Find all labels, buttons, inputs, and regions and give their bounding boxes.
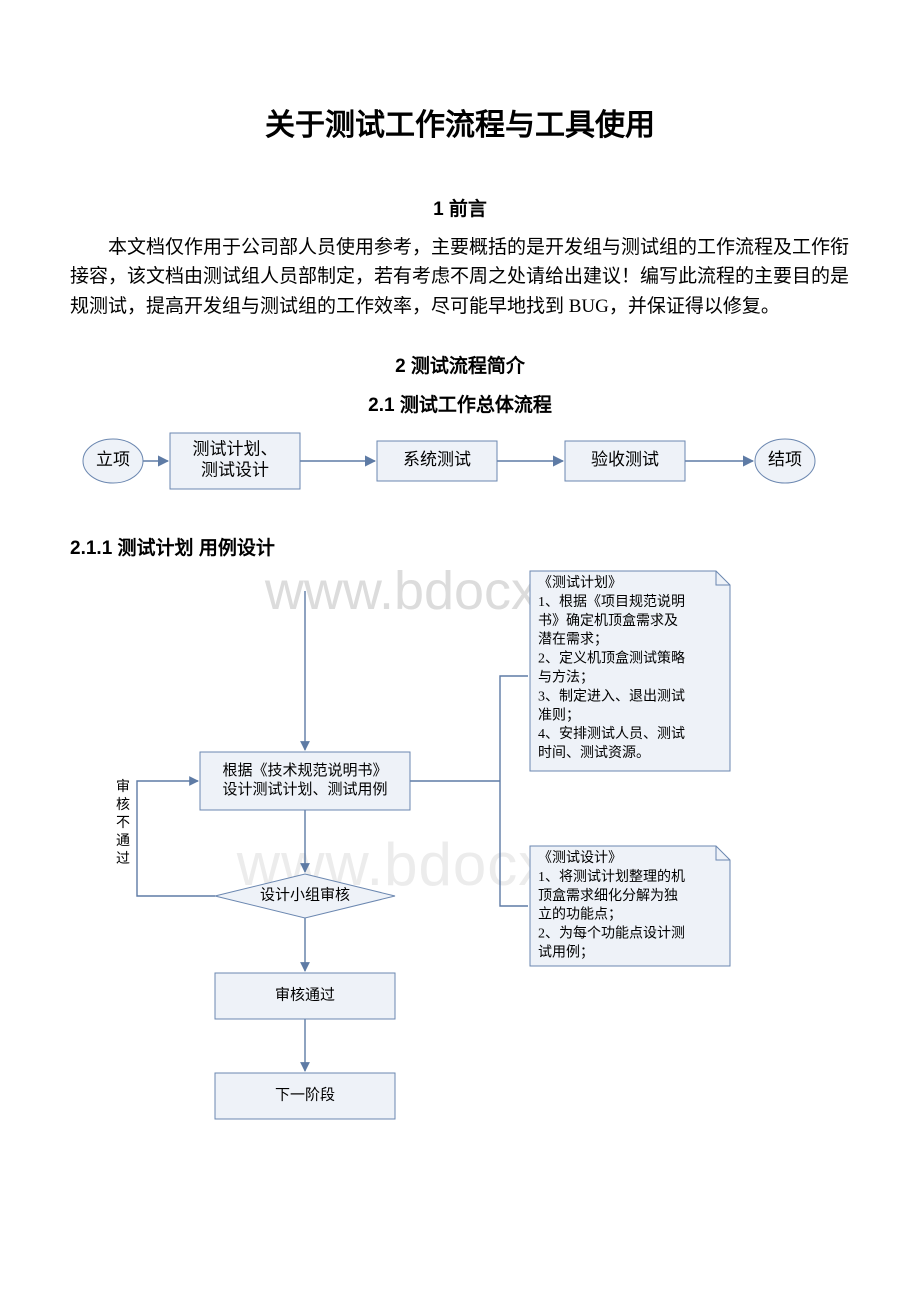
section-1-heading: 1 前言 <box>70 194 850 221</box>
svg-text:与方法；: 与方法； <box>538 670 594 686</box>
section-2-heading: 2 测试流程简介 <box>70 351 850 378</box>
svg-text:审: 审 <box>116 779 130 795</box>
svg-text:验收测试: 验收测试 <box>591 450 659 469</box>
svg-text:过: 过 <box>116 851 130 867</box>
svg-text:审核通过: 审核通过 <box>275 987 335 1004</box>
svg-text:核: 核 <box>116 797 130 813</box>
svg-text:结项: 结项 <box>768 450 802 469</box>
svg-text:潜在需求；: 潜在需求； <box>538 632 608 648</box>
svg-text:《测试计划》: 《测试计划》 <box>538 575 622 591</box>
svg-text:1、根据《项目规范说明: 1、根据《项目规范说明 <box>538 593 685 610</box>
flowchart-detail: 审核不通过 根据《技术规范说明书》设计测试计划、测试用例设计小组审核审核通过下一阶… <box>75 566 845 1126</box>
flowchart-overall: 立项 测试计划、测试设计 系统测试 验收测试 结项 <box>75 425 845 515</box>
svg-text:根据《技术规范说明书》: 根据《技术规范说明书》 <box>222 762 387 779</box>
svg-text:时间、测试资源。: 时间、测试资源。 <box>538 745 650 761</box>
svg-text:2、为每个功能点设计测: 2、为每个功能点设计测 <box>538 926 685 942</box>
svg-text:测试计划、: 测试计划、 <box>193 440 278 459</box>
section-2-1-heading: 2.1 测试工作总体流程 <box>70 390 850 417</box>
flowchart-overall-svg: 立项 测试计划、测试设计 系统测试 验收测试 结项 <box>75 425 835 505</box>
svg-text:准则；: 准则； <box>538 708 580 724</box>
svg-text:不: 不 <box>116 816 130 831</box>
svg-text:下一阶段: 下一阶段 <box>275 1087 335 1104</box>
svg-text:设计测试计划、测试用例: 设计测试计划、测试用例 <box>222 781 387 798</box>
svg-text:顶盒需求细化分解为独: 顶盒需求细化分解为独 <box>538 887 678 904</box>
flowchart-detail-svg: 审核不通过 根据《技术规范说明书》设计测试计划、测试用例设计小组审核审核通过下一阶… <box>75 566 835 1126</box>
svg-text:设计小组审核: 设计小组审核 <box>260 887 350 904</box>
svg-text:1、将测试计划整理的机: 1、将测试计划整理的机 <box>538 869 685 885</box>
page-title: 关于测试工作流程与工具使用 <box>70 100 850 144</box>
svg-text:立的功能点；: 立的功能点； <box>538 907 622 923</box>
svg-text:测试设计: 测试设计 <box>201 461 269 480</box>
svg-text:3、制定进入、退出测试: 3、制定进入、退出测试 <box>538 689 685 705</box>
svg-text:2、定义机顶盒测试策略: 2、定义机顶盒测试策略 <box>538 650 685 667</box>
svg-text:通: 通 <box>116 833 130 849</box>
section-1-body: 本文档仅作用于公司部人员使用参考，主要概括的是开发组与测试组的工作流程及工作衔接… <box>70 233 850 321</box>
section-2-1-1-heading: 2.1.1 测试计划 用例设计 <box>70 533 850 560</box>
svg-text:试用例；: 试用例； <box>538 945 594 961</box>
svg-text:立项: 立项 <box>96 450 130 469</box>
svg-text:4、安排测试人员、测试: 4、安排测试人员、测试 <box>538 727 685 743</box>
svg-text:书》确定机顶盒需求及: 书》确定机顶盒需求及 <box>538 612 678 629</box>
svg-text:《测试设计》: 《测试设计》 <box>538 850 622 866</box>
svg-text:系统测试: 系统测试 <box>403 450 471 469</box>
